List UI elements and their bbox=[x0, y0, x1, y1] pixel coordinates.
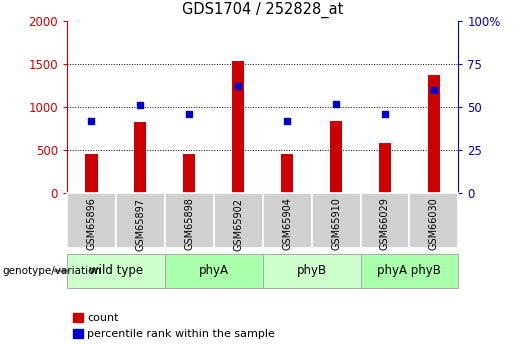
Text: phyA: phyA bbox=[199, 264, 229, 277]
Bar bbox=[67, 193, 116, 248]
Bar bbox=[263, 254, 360, 288]
Text: genotype/variation: genotype/variation bbox=[3, 266, 101, 276]
Bar bbox=[232, 61, 244, 193]
Bar bbox=[263, 193, 312, 248]
Point bbox=[88, 118, 96, 124]
Point bbox=[136, 102, 144, 108]
Point bbox=[430, 87, 438, 92]
Text: GSM65896: GSM65896 bbox=[87, 198, 96, 250]
Bar bbox=[409, 193, 458, 248]
Bar bbox=[85, 154, 97, 193]
Bar bbox=[165, 193, 214, 248]
Text: wild type: wild type bbox=[89, 264, 143, 277]
Bar bbox=[379, 143, 391, 193]
Bar bbox=[281, 154, 293, 193]
Bar bbox=[360, 254, 458, 288]
Legend: count, percentile rank within the sample: count, percentile rank within the sample bbox=[73, 313, 275, 339]
Text: phyB: phyB bbox=[297, 264, 327, 277]
Text: GSM65897: GSM65897 bbox=[135, 198, 145, 250]
Title: GDS1704 / 252828_at: GDS1704 / 252828_at bbox=[182, 2, 344, 18]
Bar bbox=[116, 193, 165, 248]
Text: GSM65904: GSM65904 bbox=[282, 198, 292, 250]
Bar bbox=[360, 193, 409, 248]
Point bbox=[283, 118, 291, 124]
Point bbox=[332, 101, 340, 106]
Point bbox=[185, 111, 194, 117]
Point bbox=[381, 111, 389, 117]
Bar bbox=[428, 75, 440, 193]
Bar bbox=[330, 121, 342, 193]
Text: GSM65898: GSM65898 bbox=[184, 198, 194, 250]
Text: phyA phyB: phyA phyB bbox=[377, 264, 441, 277]
Text: GSM65902: GSM65902 bbox=[233, 198, 243, 250]
Bar bbox=[214, 193, 263, 248]
Bar bbox=[67, 254, 165, 288]
Bar bbox=[183, 154, 195, 193]
Bar bbox=[134, 122, 146, 193]
Point bbox=[234, 83, 242, 89]
Bar bbox=[165, 254, 263, 288]
Bar bbox=[312, 193, 360, 248]
Text: GSM65910: GSM65910 bbox=[331, 198, 341, 250]
Text: GSM66029: GSM66029 bbox=[380, 198, 390, 250]
Text: GSM66030: GSM66030 bbox=[429, 198, 439, 250]
